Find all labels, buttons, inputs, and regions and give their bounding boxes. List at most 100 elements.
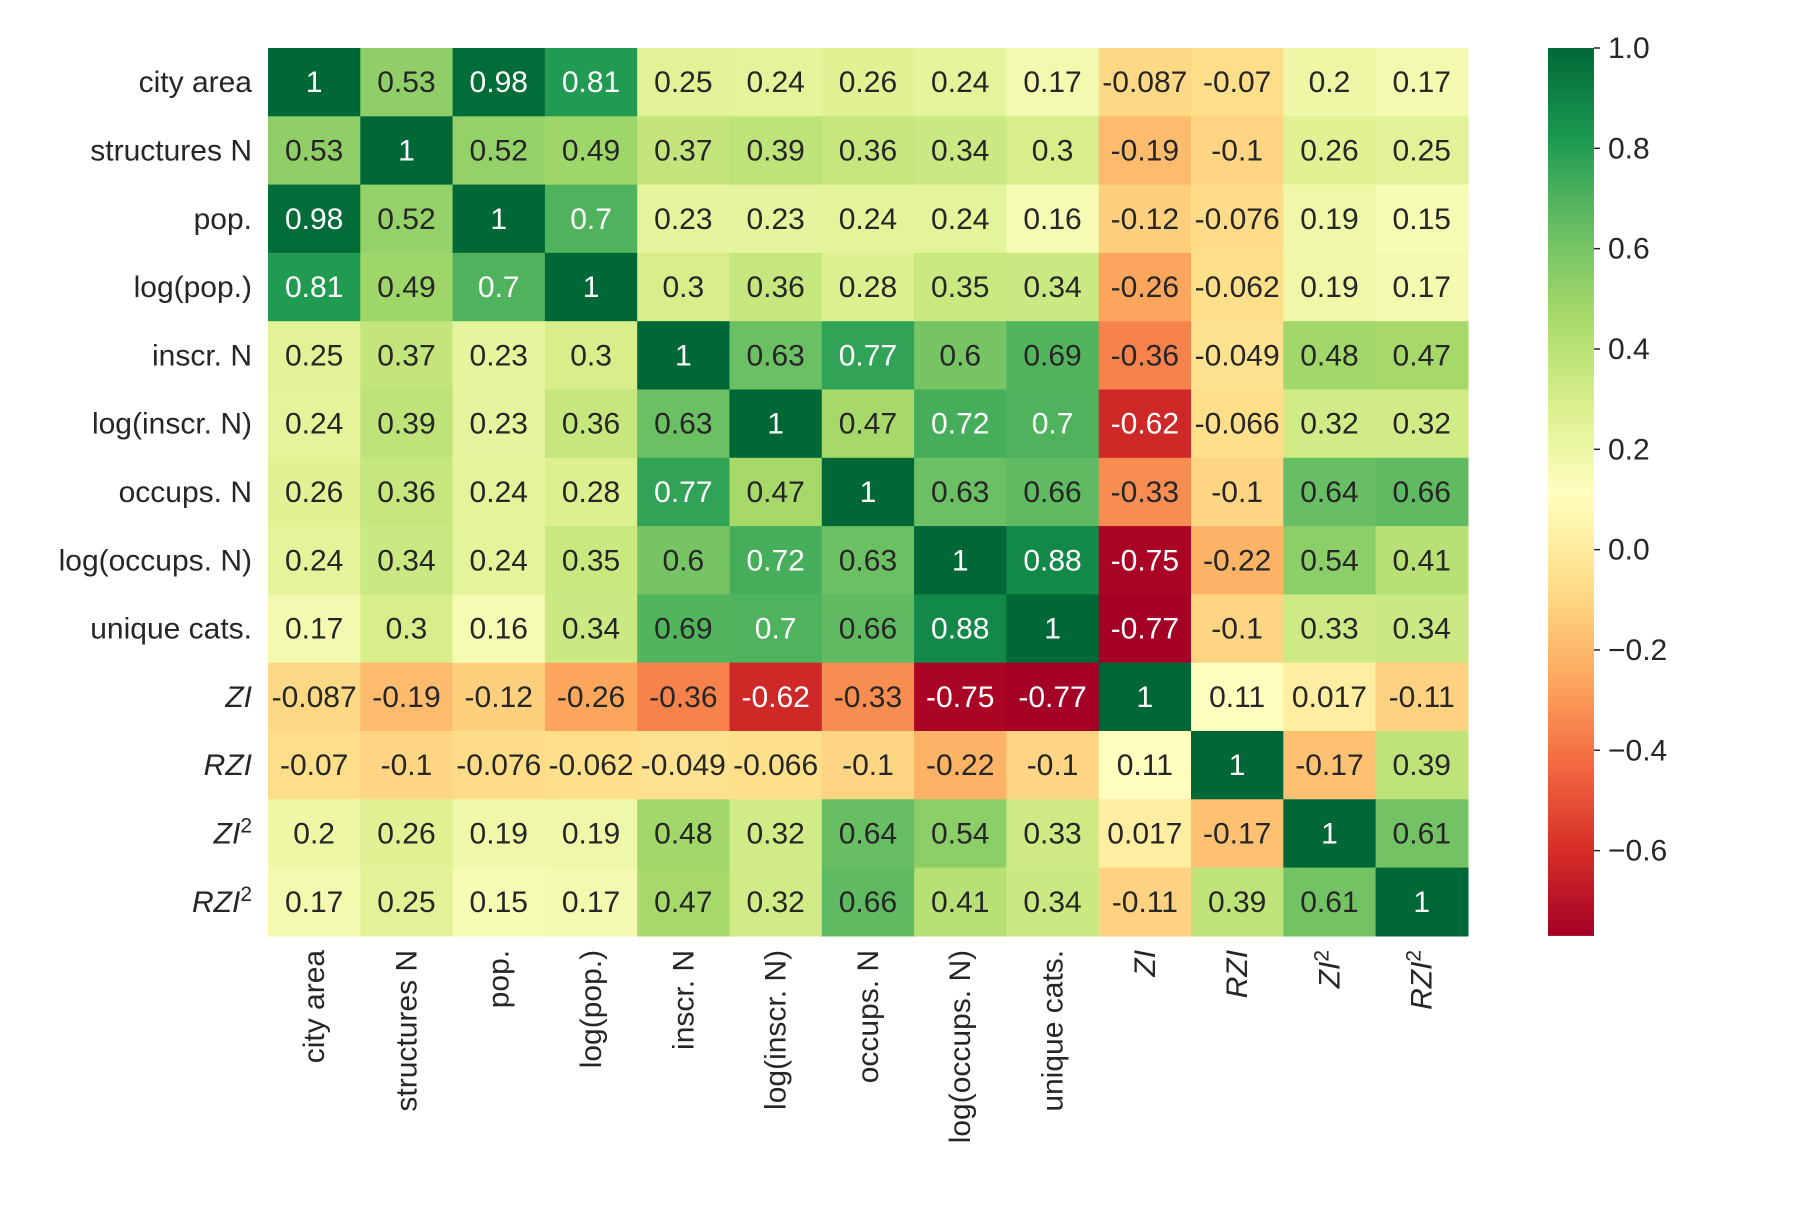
cell-value-label: -0.066 xyxy=(733,749,818,782)
cell-value-label: -0.75 xyxy=(1111,544,1179,577)
heatmap-cell xyxy=(1098,526,1192,595)
cell-value-label: 0.16 xyxy=(470,613,528,646)
heatmap-cell xyxy=(1191,116,1284,186)
cell-value-label: -0.26 xyxy=(1111,271,1179,304)
cell-value-label: 0.66 xyxy=(839,886,897,919)
heatmap-cell xyxy=(1098,662,1192,732)
heatmap-cell xyxy=(1006,457,1100,527)
y-tick-label: unique cats. xyxy=(90,613,252,646)
heatmap-cell xyxy=(1375,799,1469,869)
heatmap-cell xyxy=(544,321,638,391)
cell-value-label: 0.81 xyxy=(285,271,343,304)
cell-value-label: 0.63 xyxy=(654,408,712,441)
cell-value-label: 0.47 xyxy=(839,408,897,441)
heatmap-cell xyxy=(544,662,638,732)
heatmap-cell xyxy=(637,457,731,527)
cell-value-label: 0.23 xyxy=(746,203,804,236)
cell-value-label: 0.54 xyxy=(931,817,989,850)
x-tick-label: ZI2 xyxy=(1310,950,1347,989)
cell-value-label: 0.34 xyxy=(562,613,620,646)
cell-value-label: 0.15 xyxy=(1393,203,1451,236)
heatmap-cell xyxy=(452,252,546,322)
heatmap-cell xyxy=(1375,389,1469,459)
cell-value-label: 0.3 xyxy=(662,271,704,304)
heatmap-cell xyxy=(1375,184,1469,254)
heatmap-cell xyxy=(1375,662,1469,732)
heatmap-cell xyxy=(914,48,1007,117)
cell-value-label: 0.15 xyxy=(470,886,528,919)
heatmap-cell xyxy=(360,116,454,186)
heatmap-cell xyxy=(1006,321,1100,391)
cell-value-label: -0.36 xyxy=(1111,339,1179,372)
heatmap-cell xyxy=(821,799,915,869)
cell-value-label: 0.2 xyxy=(1309,66,1351,99)
cell-value-label: 0.36 xyxy=(562,408,620,441)
cell-value-label: 0.34 xyxy=(931,134,989,167)
heatmap-cell xyxy=(268,662,361,732)
y-tick-label: log(pop.) xyxy=(134,271,252,304)
heatmap-cell xyxy=(729,252,823,322)
cell-value-label: 0.66 xyxy=(1023,476,1081,509)
heatmap-cell xyxy=(1191,321,1284,391)
heatmap-cell xyxy=(360,526,454,595)
cell-value-label: -0.07 xyxy=(280,749,348,782)
cell-value-label: 0.26 xyxy=(839,66,897,99)
cell-value-label: 0.23 xyxy=(654,203,712,236)
heatmap-cell xyxy=(914,799,1007,869)
cell-value-label: 0.47 xyxy=(1393,339,1451,372)
heatmap-cell xyxy=(1006,526,1100,595)
cell-value-label: 1 xyxy=(1229,749,1246,782)
heatmap-cell xyxy=(821,252,915,322)
heatmap-cell xyxy=(729,662,823,732)
cell-value-label: 0.33 xyxy=(1023,817,1081,850)
heatmap-cell xyxy=(821,389,915,459)
cell-value-label: -0.17 xyxy=(1295,749,1363,782)
cell-value-label: -0.1 xyxy=(1211,134,1263,167)
cell-value-label: 0.49 xyxy=(562,134,620,167)
colorbar-tick-label: −0.4 xyxy=(1608,734,1667,767)
heatmap-cell xyxy=(1283,526,1377,595)
heatmap-cell xyxy=(914,321,1007,391)
heatmap-cell xyxy=(1098,252,1192,322)
y-tick-label: inscr. N xyxy=(152,339,252,372)
cell-value-label: 1 xyxy=(675,339,692,372)
heatmap-cell xyxy=(914,389,1007,459)
cell-value-label: 0.24 xyxy=(285,544,343,577)
heatmap-cell xyxy=(637,321,731,391)
cell-value-label: 0.26 xyxy=(285,476,343,509)
heatmap-cell xyxy=(729,457,823,527)
cell-value-label: -0.33 xyxy=(834,681,902,714)
heatmap-cell xyxy=(637,594,731,664)
heatmap-cell xyxy=(1006,184,1100,254)
heatmap-cell xyxy=(637,799,731,869)
cell-value-label: 0.24 xyxy=(285,408,343,441)
cell-value-label: 1 xyxy=(1413,886,1430,919)
cell-value-label: 0.81 xyxy=(562,66,620,99)
cell-value-label: 0.24 xyxy=(746,66,804,99)
cell-value-label: 0.63 xyxy=(839,544,897,577)
cell-value-label: 0.23 xyxy=(470,408,528,441)
heatmap-cell xyxy=(544,731,638,800)
cell-value-label: -0.087 xyxy=(272,681,357,714)
cell-value-label: 0.54 xyxy=(1300,544,1358,577)
colorbar-tick-label: 0.6 xyxy=(1608,233,1650,266)
cell-value-label: 0.41 xyxy=(931,886,989,919)
y-tick-label: structures N xyxy=(90,134,252,167)
heatmap-cell xyxy=(914,526,1007,595)
heatmap-cell xyxy=(360,867,454,937)
heatmap-cell xyxy=(1098,48,1192,117)
heatmap-cell xyxy=(1191,731,1284,800)
heatmap-cell xyxy=(1191,457,1284,527)
colorbar-tick-label: −0.6 xyxy=(1608,835,1667,868)
cell-value-label: 0.36 xyxy=(746,271,804,304)
cell-value-label: 0.3 xyxy=(1032,134,1074,167)
cell-value-label: -0.1 xyxy=(1211,613,1263,646)
heatmap-cell xyxy=(914,662,1007,732)
heatmap-cell xyxy=(452,662,546,732)
cell-value-label: 0.19 xyxy=(1300,203,1358,236)
cell-value-label: 0.39 xyxy=(1208,886,1266,919)
cell-value-label: 0.19 xyxy=(562,817,620,850)
heatmap-cell xyxy=(821,662,915,732)
cell-value-label: 0.64 xyxy=(839,817,897,850)
cell-value-label: 1 xyxy=(860,476,877,509)
